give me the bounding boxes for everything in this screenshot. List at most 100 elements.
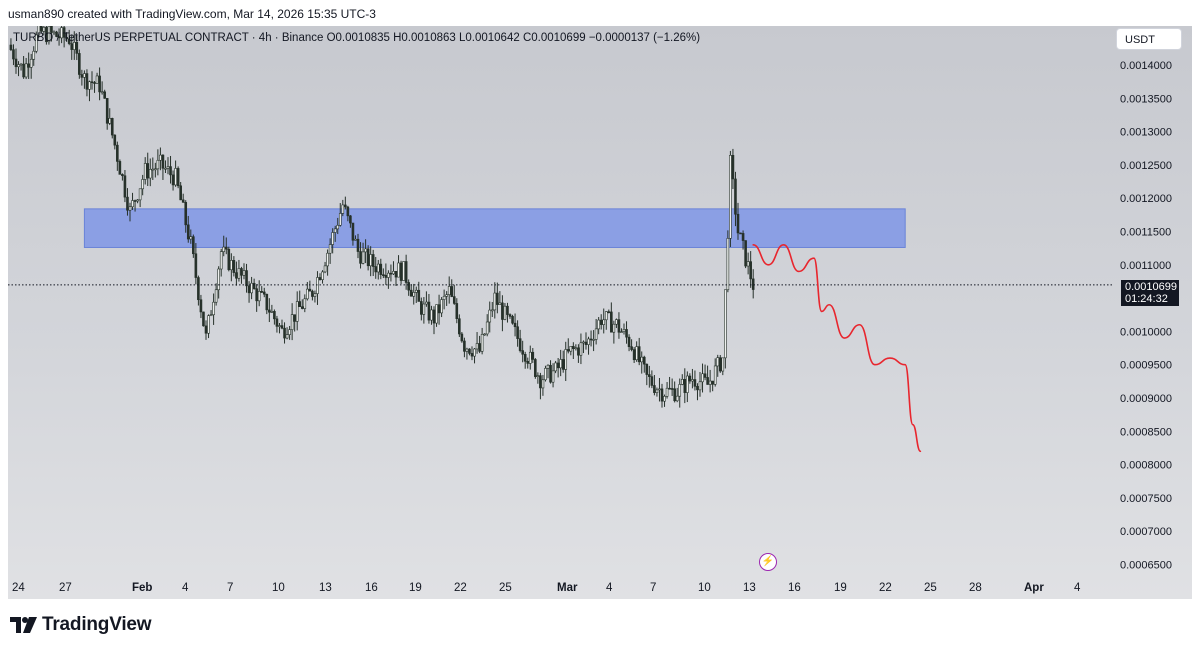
candle-body	[156, 159, 160, 170]
candle-body	[29, 58, 33, 68]
candle-body	[321, 271, 324, 280]
candle-body	[612, 323, 616, 333]
candle-body	[622, 329, 626, 332]
candle-body	[531, 351, 535, 360]
candle-body	[95, 75, 99, 84]
candle-body	[176, 168, 180, 187]
candle-body	[371, 254, 375, 267]
candle-body	[678, 384, 682, 397]
candle-body	[275, 318, 279, 327]
x-tick-label: 22	[879, 582, 892, 594]
candle-body	[290, 314, 294, 330]
ohlc-open: O0.0010835	[326, 32, 390, 44]
candle-body	[166, 166, 170, 169]
chart-pane[interactable]: 0.0014000 0.0013500 0.0013000 0.0012500 0.00…	[8, 26, 1192, 599]
brand-name: TradingView	[42, 614, 152, 635]
candle-body	[214, 289, 218, 303]
candle-body	[599, 319, 603, 325]
candle-body	[458, 318, 461, 335]
candle-body	[554, 362, 557, 372]
candle-body	[389, 272, 393, 275]
candle-body	[518, 338, 522, 351]
candle-body	[577, 347, 580, 356]
candle-body	[123, 175, 127, 198]
candle-body	[402, 261, 405, 281]
candle-body	[739, 232, 742, 235]
candle-body	[407, 282, 410, 291]
candle-body	[270, 311, 274, 313]
candle-body	[604, 311, 608, 321]
candle-body	[143, 163, 147, 180]
candle-body	[427, 301, 431, 321]
candle-body	[741, 233, 745, 241]
candle-body	[574, 347, 578, 350]
candle-body	[478, 343, 481, 352]
candle-body	[592, 339, 595, 341]
candle-body	[496, 292, 499, 305]
candle-body	[186, 224, 190, 240]
candle-body	[610, 311, 613, 333]
candle-body	[579, 342, 583, 356]
tv-mark-icon	[10, 617, 37, 633]
candle-body	[503, 305, 507, 320]
candle-body	[440, 299, 443, 314]
candle-body	[57, 36, 61, 39]
candle-body	[316, 277, 319, 294]
candle-body	[536, 375, 540, 377]
candle-body	[338, 213, 342, 226]
candle-body	[534, 359, 537, 377]
projection-path[interactable]	[752, 244, 922, 453]
x-tick-label: Mar	[557, 582, 578, 594]
candle-body	[336, 224, 340, 230]
candle-body	[164, 167, 167, 170]
candle-body	[78, 53, 81, 75]
candle-body	[569, 345, 573, 352]
candle-body	[224, 246, 228, 250]
candle-body	[521, 350, 524, 355]
candle-body	[24, 63, 28, 78]
candle-body	[40, 26, 43, 32]
last-price-tag: 0.0010699 01:24:32	[1121, 280, 1179, 306]
currency-button[interactable]: USDT	[1116, 28, 1182, 50]
candle-body	[483, 333, 486, 336]
candle-body	[751, 278, 755, 290]
candle-body	[442, 295, 446, 300]
candle-body	[75, 42, 79, 54]
candle-body	[498, 302, 502, 305]
flash-icon[interactable]: ⚡	[759, 553, 777, 571]
candle-body	[549, 364, 552, 383]
candle-body	[197, 277, 200, 301]
candle-body	[154, 168, 157, 171]
candle-body	[174, 168, 177, 186]
price-chart[interactable]: 0.0014000 0.0013500 0.0013000 0.0012500 0.00…	[8, 26, 1192, 599]
candle-body	[392, 271, 395, 275]
tradingview-logo[interactable]: TradingView	[10, 614, 152, 636]
candle-body	[488, 309, 492, 323]
x-tick-label: 4	[606, 582, 613, 594]
x-tick-label: 16	[788, 582, 801, 594]
y-tick-label: 0.0013500	[1120, 93, 1172, 105]
candle-body	[501, 302, 504, 320]
candle-body	[103, 91, 106, 99]
candle-body	[635, 346, 638, 361]
candle-body	[328, 244, 332, 254]
ohlc-close: C0.0010699	[522, 32, 586, 44]
candle-body	[394, 271, 398, 278]
candle-body	[528, 351, 532, 364]
candle-body	[67, 38, 71, 44]
candle-body	[349, 215, 352, 224]
candle-body	[655, 389, 659, 393]
candle-body	[80, 74, 84, 78]
candle-body	[746, 261, 750, 267]
candle-body	[85, 73, 89, 90]
candle-body	[255, 288, 258, 302]
candle-body	[597, 319, 600, 330]
candle-body	[435, 304, 438, 324]
resistance-zone[interactable]	[83, 208, 906, 248]
candle-body	[366, 248, 370, 267]
candle-body	[230, 260, 233, 271]
candle-body	[278, 325, 281, 327]
x-tick-label: 7	[650, 582, 656, 594]
candle-body	[265, 293, 269, 311]
candle-body	[447, 286, 451, 295]
